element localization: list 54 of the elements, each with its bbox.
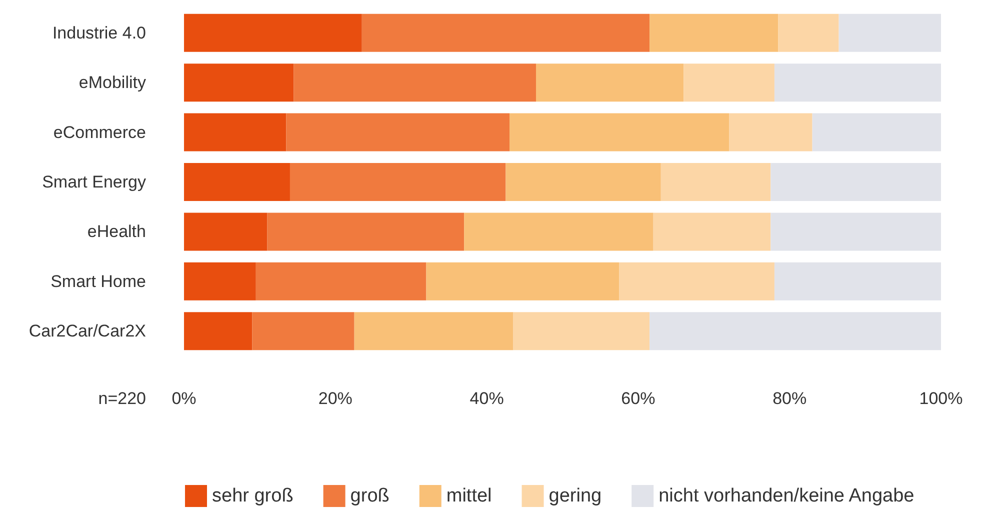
bar [286,113,510,152]
legend-label: nicht vorhanden/keine Angabe [658,486,914,506]
legend-label: groß [350,486,390,506]
y-tick-label: eMobility [78,73,146,92]
bar [252,312,354,350]
bar [729,113,812,152]
bar [294,64,536,102]
x-tick-label: 0% [172,389,196,408]
bar [184,64,294,102]
bar [684,64,774,102]
y-tick-label: eCommerce [53,122,146,142]
bar [774,262,941,300]
x-tick-label: 80% [772,389,807,408]
bar [184,113,286,152]
bar [426,262,620,300]
bar [362,14,650,52]
x-tick-label: 60% [621,389,656,408]
bar [770,163,941,201]
y-tick-label: Industrie 4.0 [52,23,146,42]
legend-label: gering [548,486,602,506]
bar [650,14,778,52]
bar [770,212,941,251]
x-tick-label: 20% [318,389,352,408]
y-tick-label: Smart Home [50,272,146,291]
bar [513,312,650,350]
bar [619,262,774,300]
y-tick-label: Car2Car/Car2X [28,322,146,341]
legend-label: sehr groß [212,486,294,506]
text: n=220 [98,389,146,408]
bar [184,163,290,201]
bar [290,163,506,201]
bar [184,312,252,350]
bar [660,163,771,201]
bar [778,14,839,52]
bar [464,212,654,251]
bar [510,113,730,152]
x-tick-label: 40% [470,389,504,408]
bar [650,312,941,350]
bar [653,212,771,251]
bar [774,64,941,102]
bar [256,262,426,300]
bar [354,312,514,350]
legend-label: mittel [446,486,492,506]
bar [536,64,684,102]
y-tick-label: eHealth [87,222,146,242]
bar [184,262,256,300]
bar [506,163,661,201]
y-tick-label: Smart Energy [42,172,146,192]
bar [838,14,941,52]
bar [812,113,941,152]
x-tick-label: 100% [919,389,963,408]
bar [184,212,268,251]
bar [184,14,362,52]
bar [267,212,464,251]
